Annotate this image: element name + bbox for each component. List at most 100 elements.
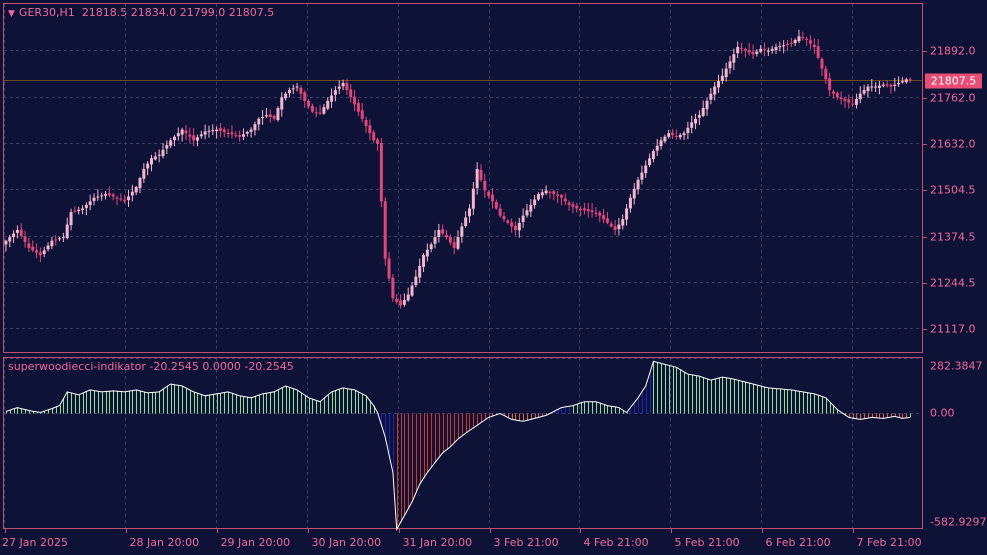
candle-body xyxy=(115,197,119,199)
candle-body xyxy=(866,86,870,92)
candle-body xyxy=(881,84,885,86)
candle-body xyxy=(774,47,778,51)
candle-body xyxy=(613,226,617,231)
time-axis-tick xyxy=(579,529,581,533)
candle-body xyxy=(364,120,368,126)
candle-body xyxy=(751,51,755,55)
indicator-axis-label: 282.3847 xyxy=(930,359,983,373)
candle-body xyxy=(422,255,426,267)
time-axis-tick xyxy=(398,529,400,533)
time-axis-tick xyxy=(852,529,854,533)
candle-body xyxy=(445,234,449,238)
indicator-header: superwoodiecci-indikator -20.2545 0.0000… xyxy=(8,360,294,373)
candle-body xyxy=(605,218,609,223)
candle-body xyxy=(594,212,598,214)
candle-body xyxy=(429,244,433,250)
candle-body xyxy=(58,238,62,240)
candle-body xyxy=(877,85,881,88)
candle-body xyxy=(77,209,81,212)
candle-body xyxy=(127,196,131,201)
candle-body xyxy=(655,145,659,151)
candle-body xyxy=(230,132,234,135)
time-axis-label: 30 Jan 20:00 xyxy=(311,536,382,549)
price-axis-tick xyxy=(923,328,927,330)
candle-body xyxy=(740,47,744,49)
candle-body xyxy=(709,93,713,100)
price-axis-label: 21892.0 xyxy=(930,44,976,57)
candle-body xyxy=(874,86,878,88)
price-axis-label: 21374.5 xyxy=(930,230,976,243)
candle-body xyxy=(659,140,663,147)
candle-body xyxy=(839,97,843,100)
price-axis-label: 21504.5 xyxy=(930,183,976,196)
candle-body xyxy=(100,195,104,197)
price-axis-tick xyxy=(923,282,927,284)
candle-body xyxy=(579,209,583,211)
candle-body xyxy=(326,100,330,109)
candle-body xyxy=(770,48,774,51)
candle-body xyxy=(111,194,115,197)
candle-body xyxy=(12,233,16,238)
candle-body xyxy=(104,194,108,196)
candle-body xyxy=(88,201,92,206)
time-axis-tick xyxy=(761,529,763,533)
candle-body xyxy=(330,95,334,102)
candle-body xyxy=(218,128,222,131)
candle-body xyxy=(793,39,797,44)
candle-body xyxy=(192,135,196,141)
candle-body xyxy=(379,143,383,202)
candle-body xyxy=(548,191,552,193)
candle-body xyxy=(682,133,686,136)
candle-body xyxy=(701,108,705,116)
candle-body xyxy=(241,134,245,137)
candle-body xyxy=(287,90,291,94)
candle-body xyxy=(862,90,866,94)
candle-body xyxy=(582,208,586,211)
candle-body xyxy=(4,240,8,245)
candle-body xyxy=(360,110,364,119)
candle-body xyxy=(690,122,694,128)
time-axis-label: 7 Feb 21:00 xyxy=(856,536,922,549)
candle-body xyxy=(471,188,475,209)
candle-body xyxy=(705,100,709,110)
candle-body xyxy=(648,158,652,166)
candle-body xyxy=(165,145,169,149)
candle-body xyxy=(107,193,111,196)
price-chart-pane[interactable]: ▼ GER30,H1 21818.5 21834.0 21799.0 21807.… xyxy=(3,3,923,353)
candle-body xyxy=(153,156,157,160)
main-header: ▼ GER30,H1 21818.5 21834.0 21799.0 21807.… xyxy=(8,6,274,19)
indicator-label: superwoodiecci-indikator -20.2545 0.0000… xyxy=(8,360,294,373)
candle-body xyxy=(180,129,184,135)
candle-body xyxy=(828,78,832,91)
candle-body xyxy=(188,134,192,137)
candle-body xyxy=(502,216,506,220)
candle-body xyxy=(586,209,590,212)
indicator-pane[interactable]: superwoodiecci-indikator -20.2545 0.0000… xyxy=(3,357,923,529)
candle-body xyxy=(399,300,403,306)
candle-body xyxy=(667,133,671,137)
candle-body xyxy=(391,277,395,299)
price-axis-label: 21762.0 xyxy=(930,91,976,104)
collapse-triangle-icon[interactable]: ▼ xyxy=(8,9,15,19)
candle-body xyxy=(678,134,682,138)
candle-body xyxy=(295,86,299,88)
candle-body xyxy=(441,229,445,234)
indicator-axis-label: -582.9297 xyxy=(930,515,987,529)
candle-body xyxy=(521,215,525,223)
candle-body xyxy=(533,199,537,206)
candle-body xyxy=(161,149,165,157)
candle-body xyxy=(130,191,134,196)
candle-body xyxy=(567,202,571,205)
price-axis-tick xyxy=(923,189,927,191)
candle-body xyxy=(908,79,912,81)
time-axis-label: 6 Feb 21:00 xyxy=(765,536,831,549)
candle-body xyxy=(341,82,345,87)
candle-body xyxy=(345,82,349,91)
candle-body xyxy=(310,105,314,112)
candle-body xyxy=(816,46,820,58)
candle-body xyxy=(636,179,640,190)
candle-body xyxy=(529,204,533,212)
candle-body xyxy=(264,115,268,117)
candle-body xyxy=(479,169,483,180)
candle-body xyxy=(410,285,414,296)
